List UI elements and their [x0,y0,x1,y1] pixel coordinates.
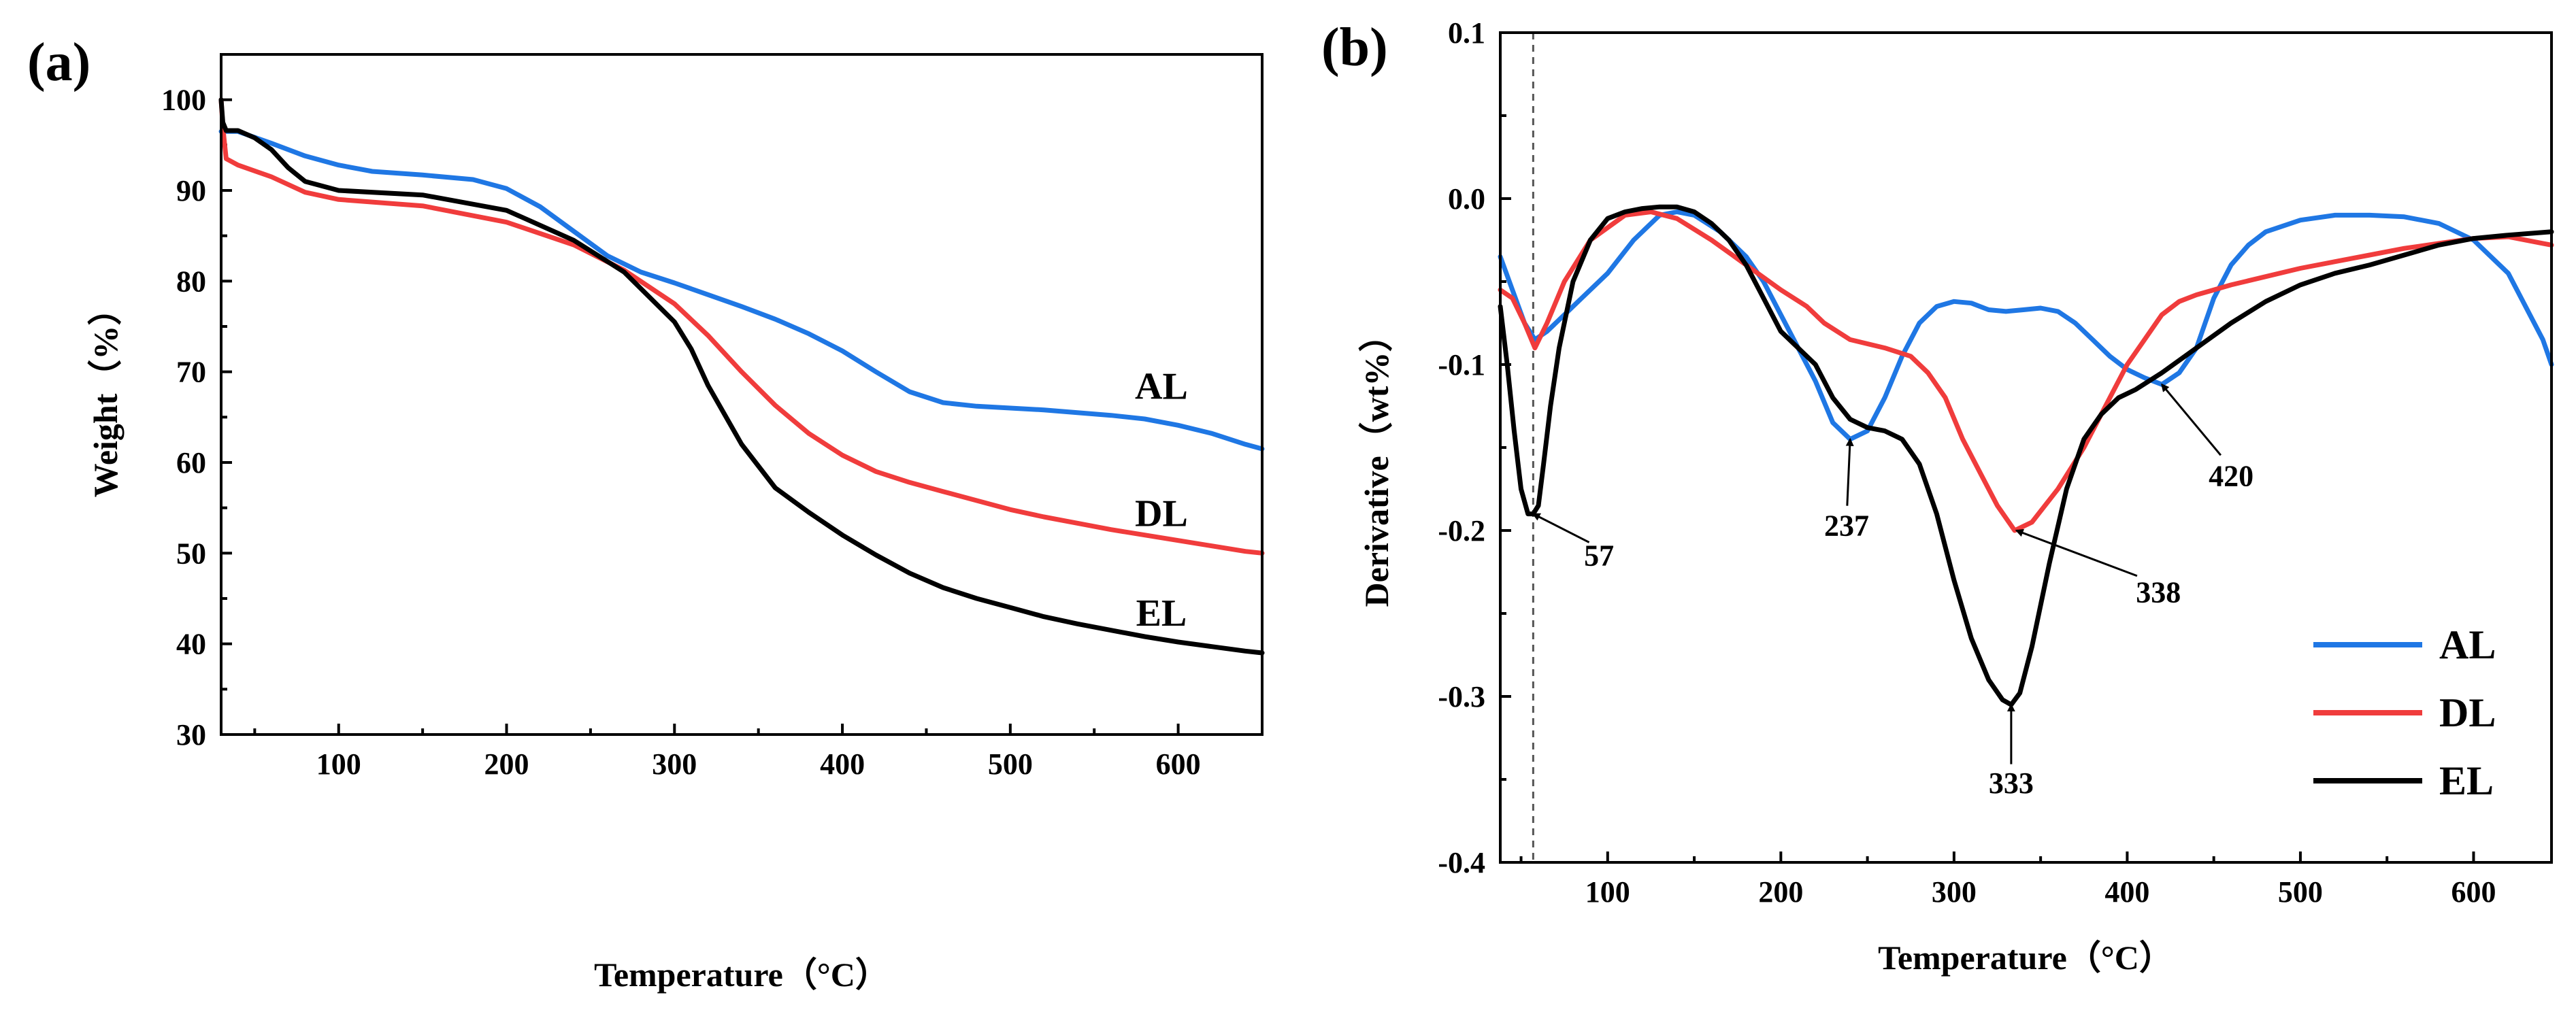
x-tick-label: 400 [820,747,865,781]
y-tick-label: 30 [176,718,206,752]
y-tick-label: 50 [176,537,206,570]
panel-a-x-axis-title: Temperature（°C） [594,956,889,994]
y-tick-label: -0.3 [1438,680,1485,713]
peak-label-333: 333 [1989,766,2034,800]
y-tick-label: -0.2 [1438,514,1485,547]
panel-a-plot-frame [220,53,1264,736]
x-tick-label: 600 [1156,747,1201,781]
y-tick-label: 0.1 [1448,16,1485,50]
x-tick-label: 200 [484,747,529,781]
y-tick-label: 90 [176,174,206,207]
y-tick-label: -0.1 [1438,348,1485,382]
panel-b-plot-frame [1499,31,2553,864]
legend-label-dl: DL [2439,690,2496,735]
panel-b-dtg-chart: (b) 100 200 300 400 500 600 -0.4 -0.3 -0.2 -0.1 0.… [1321,16,2554,977]
series-line-dl [218,97,1265,556]
series-line-al [218,129,1265,452]
panel-a-ticks: 100 200 300 400 500 600 30 40 50 60 70 80 90 100 [161,84,1264,781]
series-label-dl: DL [1135,492,1188,535]
y-tick-label: -0.4 [1438,846,1485,879]
panel-a-y-axis-title: Weight（%） [86,292,125,498]
panel-b-series [1498,204,2554,707]
panel-a-tga-chart: (a) 100 200 300 400 500 600 30 40 50 60 70 80 90100 … [27,33,1265,994]
annotation-arrow [1845,437,1854,506]
peak-label-420: 420 [2209,459,2253,492]
legend-label-el: EL [2439,758,2494,803]
x-tick-label: 400 [2104,875,2149,909]
x-tick-label: 100 [1585,875,1630,909]
peak-label-338: 338 [2136,575,2181,609]
panel-a-series-labels: AL DL EL [1135,366,1188,635]
series-line-el [218,97,1265,656]
x-tick-label: 500 [2278,875,2323,909]
legend-label-al: AL [2439,622,2496,667]
panel-b-ticks: 100 200 300 400 500 600 -0.4 -0.3 -0.2 -0.1 0.0 0.1 [1438,16,2496,909]
panel-b-label: (b) [1321,18,1388,78]
y-tick-label: 100 [161,84,206,117]
annotation-arrow [2161,383,2222,456]
x-tick-label: 300 [652,747,697,781]
y-tick-label: 40 [176,628,206,661]
series-line-al [1498,209,2554,442]
panel-a-label: (a) [27,33,90,92]
panel-a-series [218,97,1265,656]
x-tick-label: 200 [1758,875,1803,909]
series-label-al: AL [1135,366,1188,408]
series-line-el [1498,204,2554,707]
y-tick-label: 70 [176,356,206,389]
x-tick-label: 500 [988,747,1033,781]
annotation-arrow [1532,513,1590,543]
peak-label-57: 57 [1584,539,1614,573]
peak-label-237: 237 [1824,509,1869,543]
x-tick-label: 300 [1932,875,1977,909]
x-tick-label: 100 [316,747,361,781]
panel-b-y-axis-title: Derivative（wt%） [1357,318,1396,607]
series-label-el: EL [1136,592,1187,635]
panel-b-peak-annotations: 57 237 338 420 333 [1532,383,2253,800]
x-tick-label: 600 [2451,875,2496,909]
y-tick-label: 80 [176,265,206,298]
panel-b-legend: AL DL EL [2313,622,2496,803]
series-line-dl [1498,209,2554,533]
y-tick-label: 60 [176,446,206,479]
annotation-arrow [2015,528,2138,577]
y-tick-label: 0.0 [1448,182,1485,216]
panel-b-x-axis-title: Temperature（°C） [1878,939,2173,977]
